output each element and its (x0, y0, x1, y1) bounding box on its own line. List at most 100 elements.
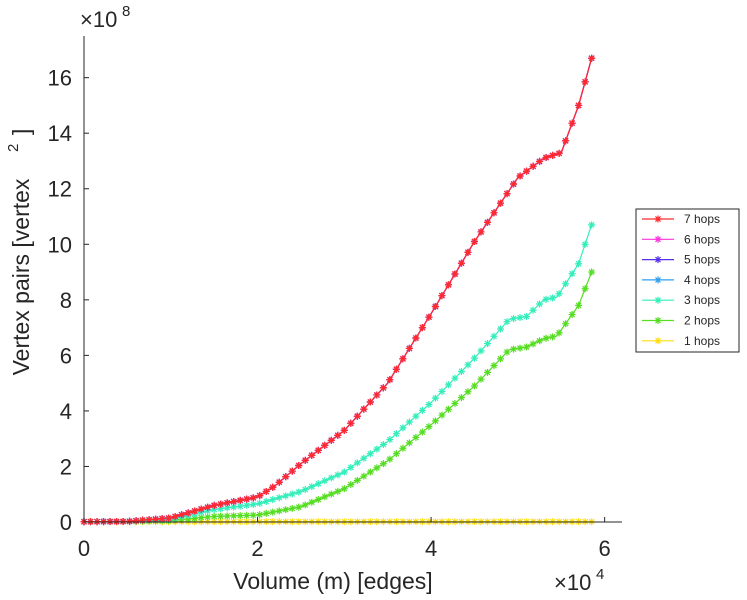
x-exponent-label: ×10 (554, 570, 591, 595)
series-marker (568, 119, 576, 127)
series-marker (536, 300, 544, 308)
series-layer (80, 54, 596, 526)
series-marker (249, 511, 257, 519)
legend-marker (654, 276, 662, 284)
series-marker (418, 428, 426, 436)
series-marker (308, 483, 316, 491)
series-marker (314, 480, 322, 488)
legend-marker (654, 256, 662, 264)
series-marker (262, 487, 270, 495)
series-marker (542, 295, 550, 303)
legend-marker (654, 337, 662, 345)
series-marker (353, 412, 361, 420)
series-marker (327, 474, 335, 482)
y-tick-label: 10 (48, 232, 72, 257)
y-tick-label: 16 (48, 66, 72, 91)
series-marker (236, 496, 244, 504)
series-marker (438, 292, 446, 300)
series-marker (464, 388, 472, 396)
series-marker (464, 361, 472, 369)
series-line (83, 58, 593, 523)
series-marker (542, 334, 550, 342)
series-marker (243, 501, 251, 509)
y-exponent-label: ×10 (80, 7, 117, 32)
series-marker (262, 497, 270, 505)
series-marker (230, 498, 238, 506)
series-marker (191, 514, 199, 522)
y-tick-label: 8 (60, 288, 72, 313)
series-marker (562, 280, 570, 288)
series-marker (334, 487, 342, 495)
series-marker (549, 333, 557, 341)
legend-label: 2 hops (684, 314, 720, 328)
series-marker (581, 78, 589, 86)
series-marker (340, 468, 348, 476)
series-marker (373, 391, 381, 399)
series-marker (269, 508, 277, 516)
y-axis-label-superscript: 2 (5, 144, 22, 152)
series-marker (412, 334, 420, 342)
legend-label: 5 hops (684, 253, 720, 267)
y-exponent-power: 8 (122, 3, 130, 20)
series-marker (438, 411, 446, 419)
series-marker (282, 506, 290, 514)
series-marker (158, 515, 166, 523)
series-marker (555, 290, 563, 298)
x-axis-label: Volume (m) [edges] (233, 568, 432, 594)
series-marker (575, 101, 583, 109)
series-marker (197, 514, 205, 522)
legend-label: 6 hops (684, 232, 720, 246)
series-marker (243, 511, 251, 519)
series-marker (256, 492, 264, 500)
series-6-hops (80, 54, 596, 526)
series-marker (210, 501, 218, 509)
series-marker (366, 398, 374, 406)
series-marker (171, 513, 179, 521)
series-marker (575, 260, 583, 268)
x-tick-label: 0 (78, 536, 90, 561)
series-marker (412, 412, 420, 420)
series-marker (249, 501, 257, 509)
series-marker (340, 426, 348, 434)
series-marker (497, 199, 505, 207)
legend-label: 3 hops (684, 293, 720, 307)
series-marker (262, 509, 270, 517)
series-marker (366, 450, 374, 458)
series-marker (295, 503, 303, 511)
series-4-hops (80, 54, 596, 526)
series-marker (581, 240, 589, 248)
series-marker (191, 507, 199, 515)
legend-marker (654, 296, 662, 304)
series-marker (575, 301, 583, 309)
series-marker (568, 311, 576, 319)
series-marker (327, 490, 335, 498)
series-marker (223, 499, 231, 507)
series-marker (503, 190, 511, 198)
series-marker (581, 285, 589, 293)
series-marker (204, 503, 212, 511)
series-marker (516, 314, 524, 322)
series-marker (223, 504, 231, 512)
series-marker (516, 172, 524, 180)
series-marker (386, 455, 394, 463)
series-2-hops (80, 268, 596, 526)
series-marker (314, 446, 322, 454)
series-marker (373, 445, 381, 453)
series-marker (529, 306, 537, 314)
y-tick-label: 2 (60, 454, 72, 479)
series-line (83, 58, 593, 523)
x-exponent-power: 4 (596, 566, 604, 583)
legend-marker (654, 235, 662, 243)
series-marker (145, 516, 153, 524)
series-marker (529, 162, 537, 170)
y-tick-label: 0 (60, 510, 72, 535)
series-marker (457, 259, 465, 267)
series-marker (295, 462, 303, 470)
series-marker (399, 444, 407, 452)
series-marker (457, 394, 465, 402)
series-marker (555, 149, 563, 157)
series-marker (405, 418, 413, 426)
x-tick-label: 2 (251, 536, 263, 561)
series-marker (308, 498, 316, 506)
